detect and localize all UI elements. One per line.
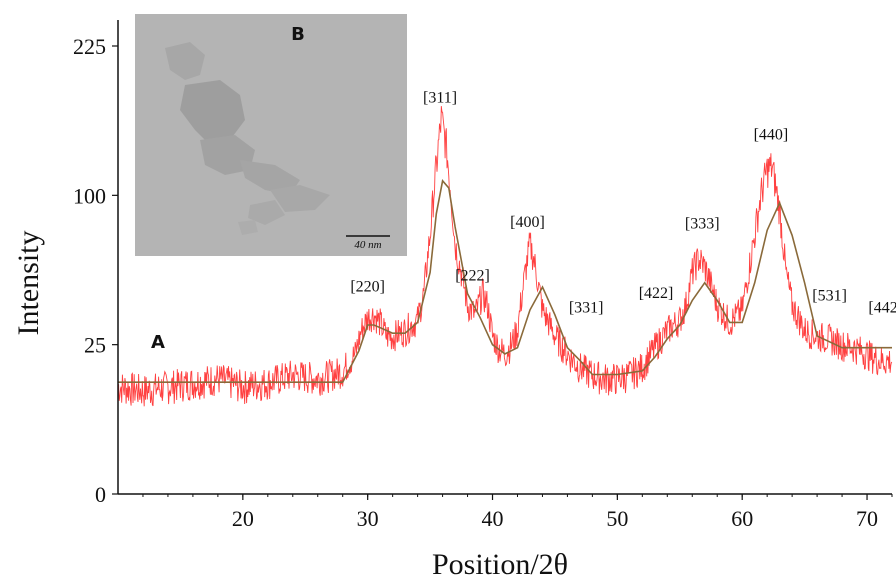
peak-label: [440] — [754, 126, 789, 143]
peak-labels: [220] [311] [222] [400] [331] [422] [333] [440]… — [350, 89, 896, 316]
x-tick-label: 30 — [357, 506, 379, 531]
y-axis-title: Intensity — [12, 231, 45, 336]
y-tick-label: 0 — [95, 482, 106, 507]
x-tick-label: 40 — [482, 506, 504, 531]
x-axis-title: Position/2θ — [432, 548, 568, 581]
plot-area — [117, 106, 893, 407]
panel-label-b: B — [291, 24, 305, 45]
scale-bar-label: 40 nm — [354, 239, 381, 251]
peak-label: [220] — [350, 278, 385, 295]
axis-ticks: 20 30 40 50 60 70 0 25 100 225 — [73, 34, 893, 531]
peak-label: [311] — [423, 89, 457, 106]
tem-inset: 40 nm B — [135, 14, 407, 256]
x-tick-label: 60 — [731, 506, 753, 531]
peak-label: [422] — [639, 285, 674, 302]
y-tick-label: 225 — [73, 34, 106, 59]
peak-label: [400] — [510, 214, 545, 231]
y-tick-label: 100 — [73, 183, 106, 208]
series-raw-line — [117, 106, 893, 407]
peak-label: [331] — [569, 299, 604, 316]
y-tick-label: 25 — [84, 333, 106, 358]
panel-label-a: A — [151, 332, 165, 353]
tem-particle-cluster — [165, 42, 330, 235]
series-fit-line — [118, 179, 892, 383]
x-tick-label: 20 — [232, 506, 254, 531]
peak-label: [222] — [455, 268, 490, 285]
peak-label: [442] — [868, 299, 896, 316]
peak-label: [531] — [812, 287, 847, 304]
x-tick-label: 50 — [606, 506, 628, 531]
x-tick-label: 70 — [856, 506, 878, 531]
peak-label: [333] — [685, 216, 720, 233]
